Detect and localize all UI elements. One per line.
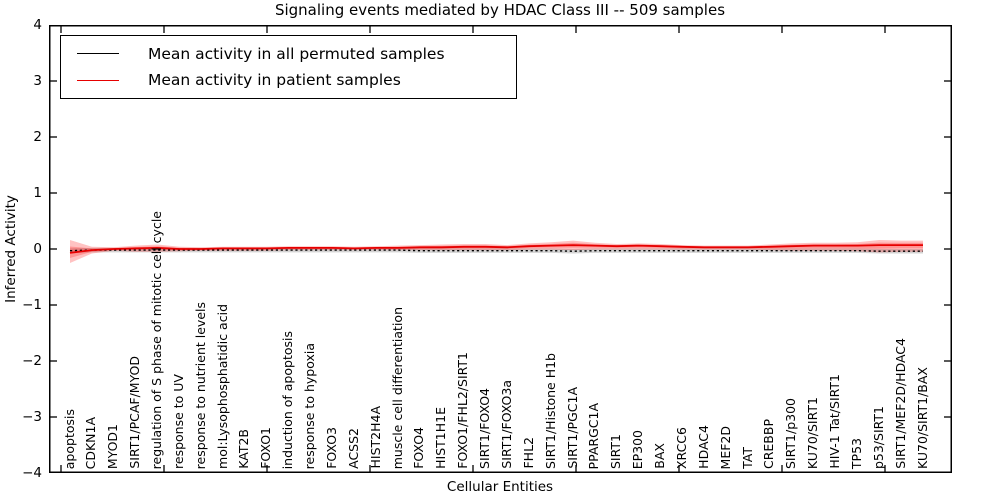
x-tick-label: regulation of S phase of mitotic cell cy… — [148, 210, 164, 469]
chart-canvas — [49, 25, 952, 473]
x-tick-label: apoptosis — [61, 408, 77, 469]
x-tick-label: KAT2B — [236, 429, 252, 469]
x-tick-label: response to hypoxia — [302, 342, 318, 469]
x-tick-label: SIRT1/MEF2D/HDAC4 — [892, 338, 908, 469]
x-tick-label: EP300 — [630, 429, 646, 469]
x-tick-label: BAX — [652, 443, 668, 469]
plot-area: apoptosis CDKN1A MYOD1 SIRT1/PCAF/MYOD regul… — [49, 25, 952, 473]
x-tick-label: p53/SIRT1 — [870, 405, 886, 469]
x-tick-label: HDAC4 — [695, 425, 711, 469]
y-tick-label: 1 — [33, 184, 42, 201]
x-tick-label: XRCC6 — [673, 426, 689, 469]
y-tick-label: 2 — [33, 128, 42, 145]
x-tick-label: CDKN1A — [83, 416, 99, 469]
x-tick-label: FHL2 — [520, 437, 536, 469]
x-tick-label: PPARGC1A — [586, 402, 602, 469]
x-tick-label: TP53 — [848, 437, 864, 469]
x-tick-label: CREBBP — [761, 419, 777, 469]
x-tick-label: TAT — [739, 447, 755, 469]
y-tick-label: −2 — [22, 352, 42, 369]
chart-title: Signaling events mediated by HDAC Class … — [274, 1, 726, 19]
legend-line-patient-samples — [77, 79, 119, 81]
y-tick-label: 4 — [33, 16, 42, 33]
x-tick-label: SIRT1/PGC1A — [564, 387, 580, 469]
x-tick-label: SIRT1/p300 — [783, 398, 799, 469]
x-tick-label: KU70/SIRT1/BAX — [914, 366, 930, 469]
x-tick-label: SIRT1 — [608, 434, 624, 469]
x-tick-label: SIRT1/Histone H1b — [542, 352, 558, 469]
x-tick-label: ACSS2 — [345, 428, 361, 469]
x-axis-label: Cellular Entities — [446, 479, 554, 495]
x-tick-label: mol:Lysophosphatidic acid — [214, 304, 230, 469]
x-tick-label: FOXO3 — [323, 427, 339, 469]
y-tick-label: 3 — [33, 72, 42, 89]
x-tick-label: SIRT1/FOXO4 — [477, 388, 493, 469]
legend-line-permuted-samples — [77, 53, 119, 55]
x-tick-label: MEF2D — [717, 425, 733, 469]
x-tick-label: SIRT1/PCAF/MYOD — [127, 356, 143, 469]
y-tick-label: −3 — [22, 408, 42, 425]
legend: Mean activity in all permuted samples Me… — [60, 35, 517, 99]
x-tick-label: FOXO1 — [258, 427, 274, 469]
x-tick-label: FOXO1/FHL2/SIRT1 — [455, 352, 471, 469]
x-tick-label: response to UV — [170, 374, 186, 469]
y-tick-label: −1 — [22, 296, 42, 313]
y-tick-label: 0 — [33, 240, 42, 257]
legend-label-permuted: Mean activity in all permuted samples — [148, 44, 445, 63]
x-tick-label: KU70/SIRT1 — [805, 396, 821, 469]
x-tick-label: muscle cell differentiation — [389, 306, 405, 469]
x-tick-label: SIRT1/FOXO3a — [498, 380, 514, 469]
x-tick-label: HIST2H4A — [367, 406, 383, 469]
legend-item-patient: Mean activity in patient samples — [61, 71, 516, 89]
x-tick-label: response to nutrient levels — [192, 301, 208, 469]
legend-item-permuted: Mean activity in all permuted samples — [61, 45, 516, 63]
y-tick-label: −4 — [22, 464, 42, 481]
x-tick-label: FOXO4 — [411, 427, 427, 469]
x-tick-label: induction of apoptosis — [280, 330, 296, 469]
x-tick-label: HIST1H1E — [433, 407, 449, 469]
legend-label-patient: Mean activity in patient samples — [148, 71, 401, 90]
x-tick-label: MYOD1 — [105, 423, 121, 469]
x-tick-label: HIV-1 Tat/SIRT1 — [827, 374, 842, 469]
